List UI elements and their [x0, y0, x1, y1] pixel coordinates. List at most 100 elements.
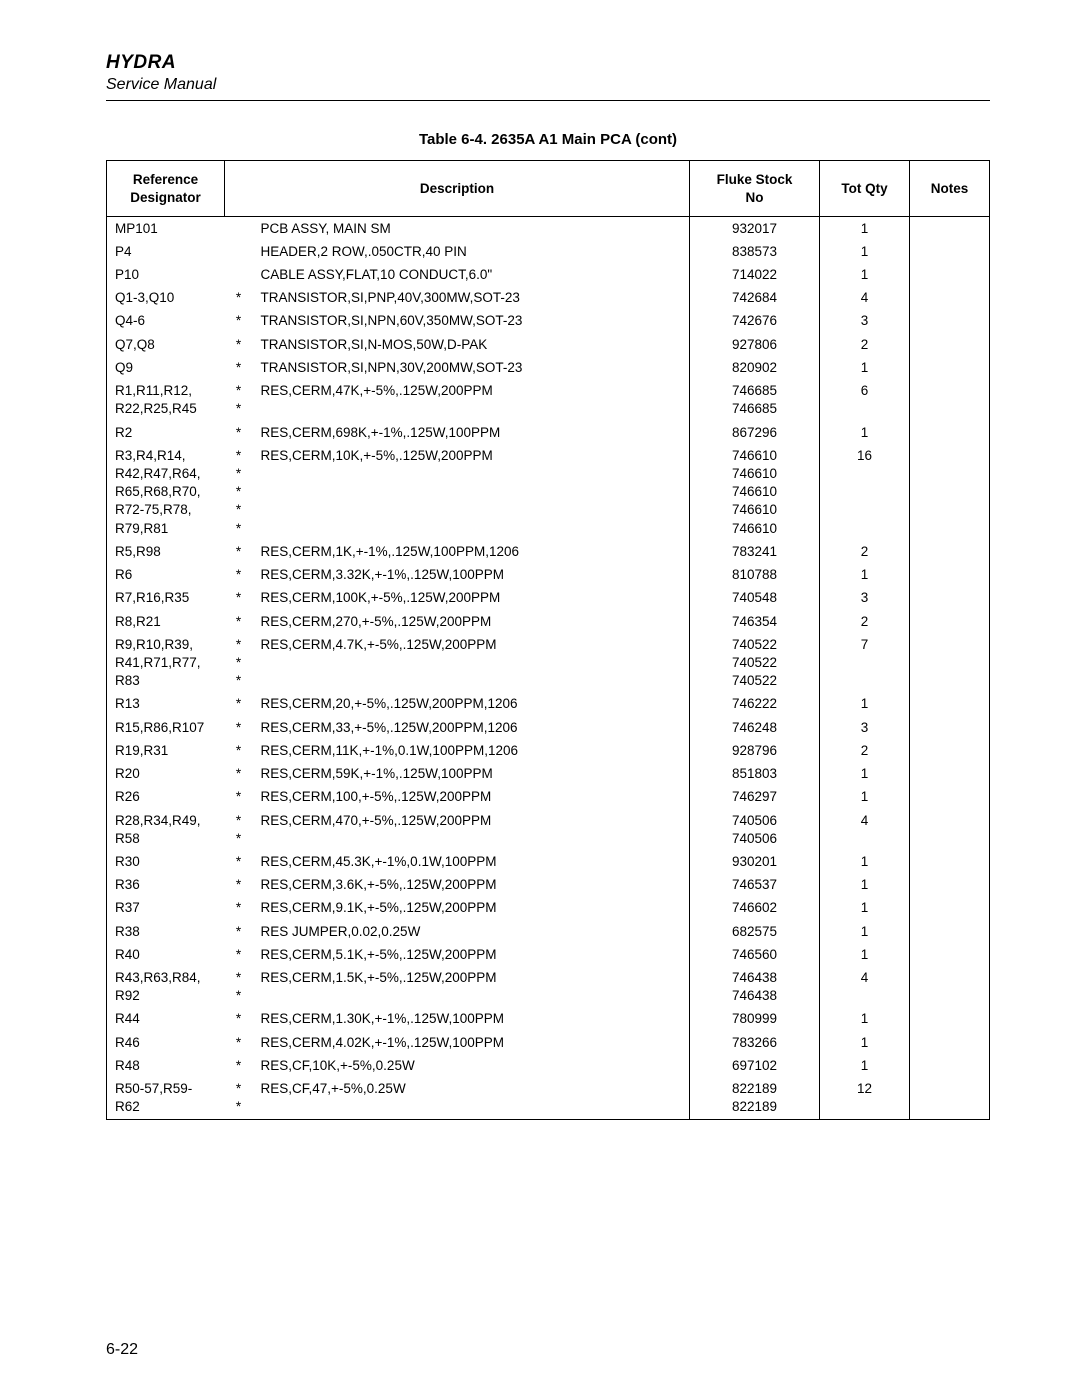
- cell-stock: 822189 822189: [690, 1078, 820, 1120]
- cell-stock: 746610 746610 746610 746610 746610: [690, 444, 820, 540]
- cell-qty: 6: [820, 380, 910, 421]
- cell-notes: [910, 786, 990, 809]
- cell-desc: RES,CERM,20,+-5%,.125W,200PPM,1206: [253, 693, 690, 716]
- table-row: R13*RES,CERM,20,+-5%,.125W,200PPM,120674…: [107, 693, 990, 716]
- cell-notes: [910, 310, 990, 333]
- cell-stock: 746537: [690, 874, 820, 897]
- cell-ref: R5,R98: [107, 540, 225, 563]
- cell-ref: Q9: [107, 356, 225, 379]
- parts-table: Reference Designator Description Fluke S…: [106, 160, 990, 1120]
- cell-desc: RES,CERM,4.7K,+-5%,.125W,200PPM: [253, 633, 690, 693]
- cell-ref: R1,R11,R12, R22,R25,R45: [107, 380, 225, 421]
- cell-star: * *: [225, 967, 253, 1008]
- cell-star: *: [225, 587, 253, 610]
- cell-qty: 4: [820, 967, 910, 1008]
- cell-ref: R3,R4,R14, R42,R47,R64, R65,R68,R70, R72…: [107, 444, 225, 540]
- cell-star: *: [225, 716, 253, 739]
- cell-desc: RES,CERM,100,+-5%,.125W,200PPM: [253, 786, 690, 809]
- table-row: Q1-3,Q10*TRANSISTOR,SI,PNP,40V,300MW,SOT…: [107, 287, 990, 310]
- cell-stock: 740522 740522 740522: [690, 633, 820, 693]
- cell-stock: 867296: [690, 421, 820, 444]
- cell-star: *: [225, 1031, 253, 1054]
- cell-ref: R48: [107, 1054, 225, 1077]
- cell-ref: Q1-3,Q10: [107, 287, 225, 310]
- cell-qty: 3: [820, 310, 910, 333]
- col-ref-header: Reference Designator: [107, 161, 225, 217]
- cell-stock: 742684: [690, 287, 820, 310]
- cell-notes: [910, 540, 990, 563]
- table-row: MP101PCB ASSY, MAIN SM9320171: [107, 217, 990, 241]
- cell-qty: 7: [820, 633, 910, 693]
- cell-ref: R38: [107, 920, 225, 943]
- cell-star: *: [225, 421, 253, 444]
- cell-qty: 4: [820, 809, 910, 850]
- cell-notes: [910, 693, 990, 716]
- cell-star: [225, 217, 253, 241]
- cell-stock: 930201: [690, 850, 820, 873]
- cell-stock: 714022: [690, 264, 820, 287]
- cell-notes: [910, 850, 990, 873]
- cell-star: *: [225, 763, 253, 786]
- cell-ref: R43,R63,R84, R92: [107, 967, 225, 1008]
- cell-star: *: [225, 739, 253, 762]
- cell-notes: [910, 587, 990, 610]
- col-notes-header: Notes: [910, 161, 990, 217]
- table-row: R28,R34,R49, R58* *RES,CERM,470,+-5%,.12…: [107, 809, 990, 850]
- cell-ref: R8,R21: [107, 610, 225, 633]
- cell-notes: [910, 809, 990, 850]
- cell-star: *: [225, 850, 253, 873]
- cell-notes: [910, 943, 990, 966]
- cell-desc: RES,CERM,4.02K,+-1%,.125W,100PPM: [253, 1031, 690, 1054]
- table-row: R26*RES,CERM,100,+-5%,.125W,200PPM746297…: [107, 786, 990, 809]
- table-row: R40*RES,CERM,5.1K,+-5%,.125W,200PPM74656…: [107, 943, 990, 966]
- cell-stock: 742676: [690, 310, 820, 333]
- cell-ref: R15,R86,R107: [107, 716, 225, 739]
- table-row: R3,R4,R14, R42,R47,R64, R65,R68,R70, R72…: [107, 444, 990, 540]
- cell-ref: R37: [107, 897, 225, 920]
- cell-notes: [910, 421, 990, 444]
- cell-qty: 1: [820, 564, 910, 587]
- cell-notes: [910, 897, 990, 920]
- cell-desc: RES,CERM,698K,+-1%,.125W,100PPM: [253, 421, 690, 444]
- table-title: Table 6-4. 2635A A1 Main PCA (cont): [106, 131, 990, 148]
- cell-star: *: [225, 920, 253, 943]
- cell-stock: 927806: [690, 333, 820, 356]
- cell-star: [225, 240, 253, 263]
- cell-stock: 746685 746685: [690, 380, 820, 421]
- table-row: R46*RES,CERM,4.02K,+-1%,.125W,100PPM7832…: [107, 1031, 990, 1054]
- cell-notes: [910, 1078, 990, 1120]
- cell-star: [225, 264, 253, 287]
- cell-stock: 746297: [690, 786, 820, 809]
- cell-qty: 2: [820, 610, 910, 633]
- cell-star: *: [225, 287, 253, 310]
- doc-subtitle: Service Manual: [106, 76, 990, 94]
- cell-stock: 928796: [690, 739, 820, 762]
- cell-stock: 740548: [690, 587, 820, 610]
- table-row: R6*RES,CERM,3.32K,+-1%,.125W,100PPM81078…: [107, 564, 990, 587]
- cell-desc: RES,CF,10K,+-5%,0.25W: [253, 1054, 690, 1077]
- table-row: R48*RES,CF,10K,+-5%,0.25W6971021: [107, 1054, 990, 1077]
- cell-qty: 1: [820, 693, 910, 716]
- cell-stock: 746438 746438: [690, 967, 820, 1008]
- cell-stock: 783266: [690, 1031, 820, 1054]
- cell-star: *: [225, 564, 253, 587]
- col-desc-header: Description: [225, 161, 690, 217]
- cell-desc: TRANSISTOR,SI,PNP,40V,300MW,SOT-23: [253, 287, 690, 310]
- cell-qty: 1: [820, 1008, 910, 1031]
- cell-qty: 1: [820, 897, 910, 920]
- cell-qty: 1: [820, 1054, 910, 1077]
- header-divider: [106, 100, 990, 101]
- cell-star: *: [225, 1054, 253, 1077]
- table-row: R5,R98*RES,CERM,1K,+-1%,.125W,100PPM,120…: [107, 540, 990, 563]
- cell-desc: RES,CERM,47K,+-5%,.125W,200PPM: [253, 380, 690, 421]
- cell-notes: [910, 1008, 990, 1031]
- cell-desc: RES,CERM,1K,+-1%,.125W,100PPM,1206: [253, 540, 690, 563]
- cell-qty: 2: [820, 739, 910, 762]
- table-row: Q4-6*TRANSISTOR,SI,NPN,60V,350MW,SOT-237…: [107, 310, 990, 333]
- cell-ref: P10: [107, 264, 225, 287]
- cell-qty: 1: [820, 786, 910, 809]
- cell-desc: RES,CERM,100K,+-5%,.125W,200PPM: [253, 587, 690, 610]
- cell-star: * *: [225, 809, 253, 850]
- cell-notes: [910, 610, 990, 633]
- cell-ref: R44: [107, 1008, 225, 1031]
